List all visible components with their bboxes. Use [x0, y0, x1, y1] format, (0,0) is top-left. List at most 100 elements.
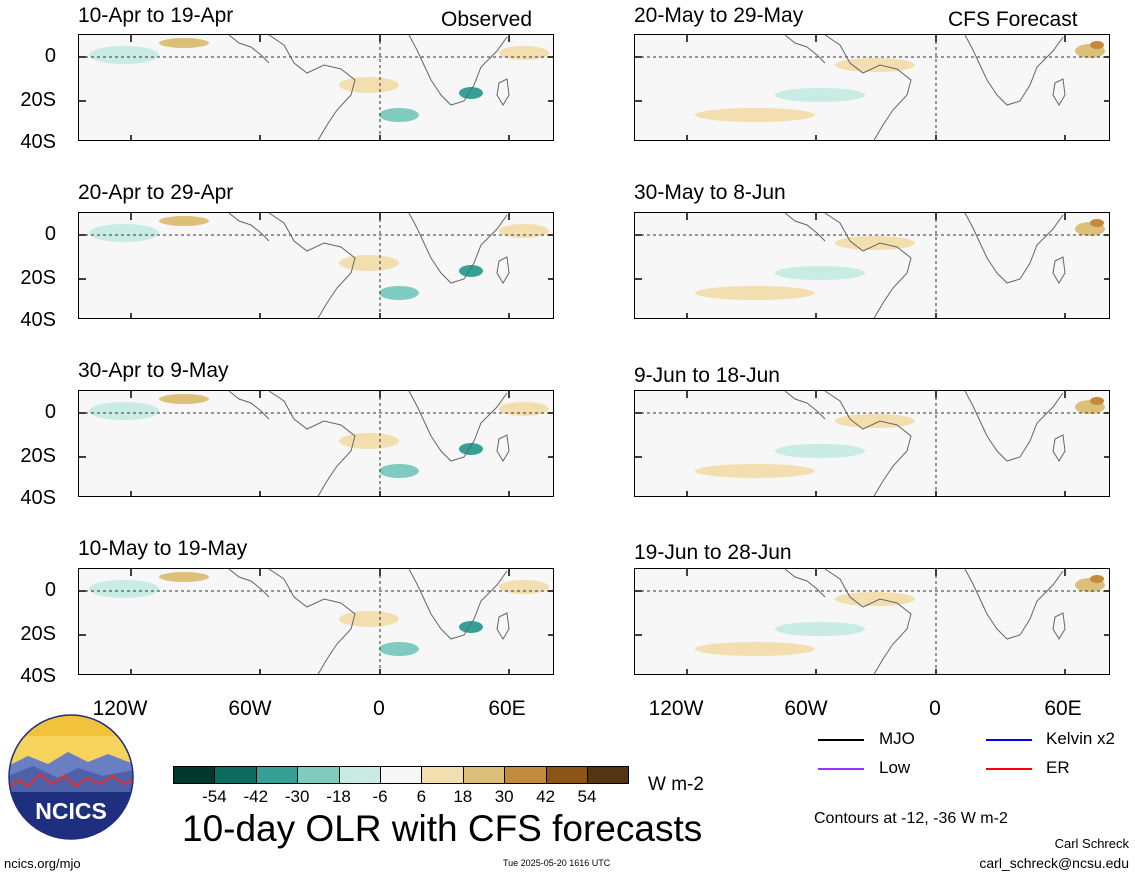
coastline — [824, 35, 912, 140]
colorbar-label: 6 — [416, 787, 427, 806]
coastline — [228, 213, 270, 242]
olr-anomaly-blob — [835, 592, 915, 606]
olr-anomaly-blob — [159, 38, 209, 48]
olr-anomaly-blob — [835, 236, 915, 250]
colorbar-label: -18 — [326, 787, 351, 806]
author-name: Carl Schreck — [1054, 836, 1129, 851]
coastline — [228, 391, 270, 420]
colorbar-label: -6 — [372, 787, 388, 806]
legend-label-mjo: MJO — [879, 729, 915, 748]
y-tick-label: 20S — [20, 623, 56, 645]
legend-line-low — [818, 768, 864, 770]
colorbar-label: 18 — [453, 787, 473, 806]
coastline — [1052, 78, 1066, 106]
colorbar-swatch — [545, 766, 588, 784]
coastline — [964, 213, 1064, 284]
panel-title-right-1: 20-May to 29-May — [634, 4, 804, 27]
coastline — [1052, 434, 1066, 462]
coastline — [268, 391, 356, 496]
map-svg — [79, 569, 553, 674]
map-panel-right-1 — [634, 34, 1110, 141]
colorbar-swatch — [504, 766, 547, 784]
site-link[interactable]: ncics.org/mjo — [4, 856, 81, 871]
coastline — [784, 391, 826, 420]
olr-anomaly-blob — [1090, 397, 1104, 405]
colorbar-swatch — [297, 766, 340, 784]
legend-line-er — [986, 768, 1032, 770]
panel-title-right-2: 30-May to 8-Jun — [634, 181, 786, 204]
olr-anomaly-blob — [835, 414, 915, 428]
coastline — [408, 569, 508, 640]
y-tick-label: 0 — [44, 401, 56, 423]
olr-anomaly-blob — [339, 433, 399, 449]
coastline — [268, 569, 356, 674]
colorbar-units: W m-2 — [648, 774, 704, 795]
x-tick-label: 60E — [488, 697, 526, 720]
colorbar-swatch — [173, 766, 216, 784]
x-tick-label: 60E — [1044, 697, 1082, 720]
colorbar-label: -54 — [202, 787, 227, 806]
colorbar-swatch — [380, 766, 423, 784]
map-panel-left-1 — [78, 34, 554, 141]
colorbar-swatch — [462, 766, 506, 784]
olr-anomaly-blob — [159, 572, 209, 582]
colorbar-swatch — [338, 766, 381, 784]
ncics-logo: NCICS — [8, 714, 134, 840]
panel-title-left-1: 10-Apr to 19-Apr — [78, 4, 234, 27]
map-svg — [79, 213, 553, 318]
observed-header: Observed — [441, 8, 533, 31]
legend-line-kelvin — [986, 739, 1032, 741]
coastline — [496, 256, 510, 284]
coastline — [408, 213, 508, 284]
panel-title-left-3: 30-Apr to 9-May — [78, 359, 229, 382]
olr-anomaly-blob — [835, 58, 915, 72]
coastline — [784, 35, 826, 64]
y-tick-label: 0 — [44, 579, 56, 601]
olr-anomaly-blob — [695, 286, 815, 300]
coastline — [824, 391, 912, 496]
olr-anomaly-blob — [379, 642, 419, 656]
coastline — [784, 213, 826, 242]
map-panel-right-2 — [634, 212, 1110, 319]
map-svg — [79, 391, 553, 496]
legend-label-kelvin: Kelvin x2 — [1046, 729, 1115, 748]
legend-label-er: ER — [1046, 758, 1070, 777]
olr-anomaly-blob — [379, 464, 419, 478]
map-svg — [635, 35, 1109, 140]
coastline — [228, 569, 270, 598]
olr-anomaly-blob — [459, 265, 483, 277]
coastline — [784, 569, 826, 598]
olr-anomaly-blob — [499, 402, 549, 416]
map-svg — [635, 569, 1109, 674]
olr-anomaly-blob — [1090, 575, 1104, 583]
olr-anomaly-blob — [339, 77, 399, 93]
olr-anomaly-blob — [695, 108, 815, 122]
panel-title-right-3: 9-Jun to 18-Jun — [634, 364, 780, 387]
coastline — [228, 35, 270, 64]
olr-anomaly-blob — [339, 255, 399, 271]
timestamp: Tue 2025-05-20 1616 UTC — [503, 858, 611, 868]
olr-anomaly-blob — [695, 464, 815, 478]
panel-title-left-4: 10-May to 19-May — [78, 537, 248, 560]
legend-label-low: Low — [879, 758, 911, 777]
map-panel-right-3 — [634, 390, 1110, 497]
coastline — [964, 391, 1064, 462]
colorbar-swatch — [421, 766, 464, 784]
coastline — [964, 35, 1064, 106]
coastline — [408, 391, 508, 462]
coastline — [824, 213, 912, 318]
colorbar-swatch — [214, 766, 257, 784]
olr-anomaly-blob — [499, 580, 549, 594]
colorbar-label: 42 — [536, 787, 556, 806]
map-panel-left-2 — [78, 212, 554, 319]
olr-anomaly-blob — [1090, 219, 1104, 227]
panel-title-left-2: 20-Apr to 29-Apr — [78, 181, 234, 204]
author-email: carl_schreck@ncsu.edu — [979, 855, 1129, 871]
x-tick-label: 60W — [784, 697, 828, 720]
coastline — [824, 569, 912, 674]
coastline — [268, 35, 356, 140]
olr-anomaly-blob — [775, 266, 865, 280]
cfs-forecast-header: CFS Forecast — [948, 8, 1078, 31]
y-tick-label: 20S — [20, 89, 56, 111]
colorbar-swatch — [255, 766, 299, 784]
